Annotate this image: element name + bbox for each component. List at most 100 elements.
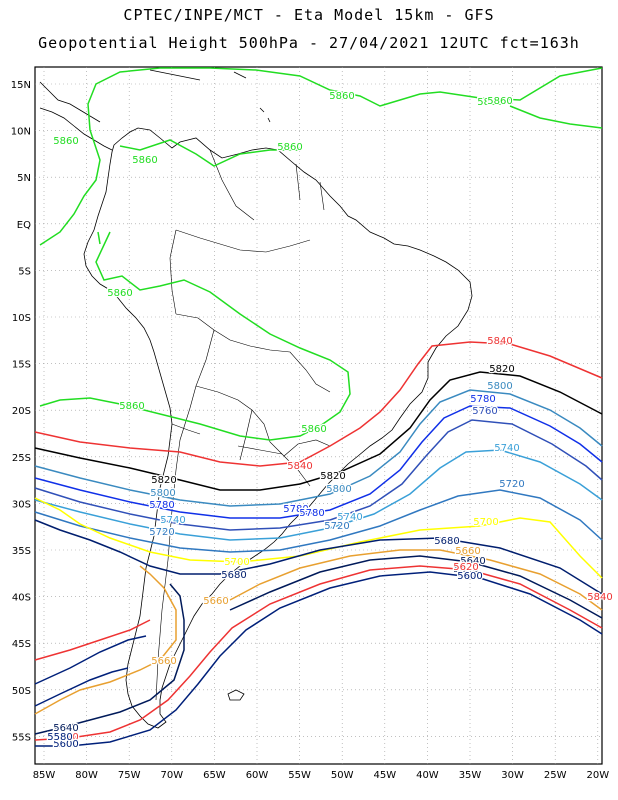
contour-5600 xyxy=(35,571,603,747)
contour-5780 xyxy=(34,405,603,519)
lon-tick-label: 50W xyxy=(331,770,354,781)
contour-5860 xyxy=(97,231,101,245)
contour-label-5860: 5860 xyxy=(329,91,354,102)
contour-5680 xyxy=(34,519,603,595)
contour-label-5840: 5840 xyxy=(487,336,512,347)
caribbean-islands xyxy=(149,69,271,123)
contour-label-5580: 5580 xyxy=(47,732,72,743)
contour-label-5660: 5660 xyxy=(151,656,176,667)
contour-label-5800: 5800 xyxy=(150,488,175,499)
contour-label-5660: 5660 xyxy=(203,596,228,607)
contour-label-5740: 5740 xyxy=(337,512,362,523)
contour-lines xyxy=(34,67,603,747)
lat-tick-label: 50S xyxy=(12,686,31,697)
contour-label-5640: 5640 xyxy=(453,564,478,575)
contour-label-5740: 5740 xyxy=(160,515,185,526)
contour-label-5800: 5800 xyxy=(487,381,512,392)
contour-5640 xyxy=(34,583,185,735)
contour-label-5720: 5720 xyxy=(499,479,524,490)
lat-tick-label: 45S xyxy=(12,639,31,650)
contour-label-5600: 5600 xyxy=(53,739,78,750)
lat-tick-label: 5S xyxy=(18,266,31,277)
contour-labels: 5860586058605860586058605860586058605840… xyxy=(46,90,614,752)
contour-5640 xyxy=(229,555,603,619)
lat-tick-label: 40S xyxy=(12,593,31,604)
contour-5860 xyxy=(39,231,351,441)
contour-label-5620: 5620 xyxy=(53,732,78,743)
contour-label-5700: 5700 xyxy=(224,557,249,568)
coastline xyxy=(39,69,473,729)
contour-label-5860: 5860 xyxy=(487,96,512,107)
lon-tick-label: 85W xyxy=(33,770,56,781)
contour-label-5820: 5820 xyxy=(320,471,345,482)
lat-tick-label: 10S xyxy=(12,313,31,324)
falklands xyxy=(227,689,245,701)
lon-tick-label: 25W xyxy=(544,770,567,781)
contour-5860 xyxy=(119,139,300,167)
lon-tick-label: 35W xyxy=(459,770,482,781)
contour-label-5800: 5800 xyxy=(326,484,351,495)
contour-label-5780: 5780 xyxy=(283,504,308,515)
contour-5760 xyxy=(34,419,603,531)
lon-tick-label: 55W xyxy=(288,770,311,781)
contour-label-5860: 5860 xyxy=(277,142,302,153)
lon-tick-label: 80W xyxy=(75,770,98,781)
lon-tick-label: 20W xyxy=(586,770,609,781)
contour-label-5640: 5640 xyxy=(53,723,78,734)
lat-tick-label: 15N xyxy=(11,80,31,91)
contour-5720 xyxy=(34,489,603,553)
contour-label-5840: 5840 xyxy=(287,461,312,472)
lat-tick-label: 10N xyxy=(11,127,31,138)
lon-tick-label: 45W xyxy=(373,770,396,781)
contour-5860 xyxy=(39,67,603,246)
contour-label-5860: 5860 xyxy=(132,155,157,166)
lon-tick-label: 40W xyxy=(416,770,439,781)
contour-label-5740: 5740 xyxy=(494,443,519,454)
map-subtitle: Geopotential Height 500hPa - 27/04/2021 … xyxy=(38,34,580,52)
contour-label-5780: 5780 xyxy=(149,500,174,511)
lat-tick-label: 25S xyxy=(12,453,31,464)
lon-tick-label: 65W xyxy=(203,770,226,781)
contour-label-5860: 5860 xyxy=(477,97,502,108)
contour-5740 xyxy=(34,449,603,541)
lat-tick-label: 5N xyxy=(17,173,31,184)
contour-label-5860: 5860 xyxy=(107,288,132,299)
contour-label-5860: 5860 xyxy=(53,136,78,147)
contour-label-5780: 5780 xyxy=(470,394,495,405)
contour-label-5820: 5820 xyxy=(489,364,514,375)
contour-label-5840: 5840 xyxy=(587,592,612,603)
map-frame xyxy=(34,66,603,765)
lat-tick-label: 30S xyxy=(12,499,31,510)
contour-5620 xyxy=(34,619,151,661)
lon-tick-label: 30W xyxy=(501,770,524,781)
lat-tick-label: 35S xyxy=(12,546,31,557)
contour-label-5620: 5620 xyxy=(453,562,478,573)
contour-label-5720: 5720 xyxy=(149,527,174,538)
contour-5860 xyxy=(509,105,603,129)
contour-label-5680: 5680 xyxy=(434,536,459,547)
contour-5600 xyxy=(34,635,147,685)
south-america-coast xyxy=(83,127,473,729)
lat-tick-label: 15S xyxy=(12,360,31,371)
contour-label-5860: 5860 xyxy=(301,424,326,435)
tick-labels: 85W 80W 75W 70W 65W 60W 55W 50W 45W 40W 35W 30W 25W 2… xyxy=(11,80,609,781)
contour-label-5780: 5780 xyxy=(299,508,324,519)
lat-tick-label: 20S xyxy=(12,406,31,417)
national-borders xyxy=(155,149,331,701)
contour-5660 xyxy=(229,549,603,611)
lon-tick-label: 75W xyxy=(118,770,141,781)
central-america-coast xyxy=(39,81,113,151)
contour-5620 xyxy=(34,565,603,741)
contour-label-5820: 5820 xyxy=(151,475,176,486)
contour-label-5760: 5760 xyxy=(472,406,497,417)
contour-5820 xyxy=(34,371,603,491)
contour-5800 xyxy=(34,389,603,507)
map-title: CPTEC/INPE/MCT - Eta Model 15km - GFS xyxy=(123,6,495,24)
contour-label-5640: 5640 xyxy=(460,556,485,567)
grid-lines xyxy=(35,67,602,764)
contour-label-5860: 5860 xyxy=(119,401,144,412)
contour-5840 xyxy=(34,341,603,467)
contour-5660 xyxy=(34,565,177,715)
contour-label-5720: 5720 xyxy=(324,521,349,532)
